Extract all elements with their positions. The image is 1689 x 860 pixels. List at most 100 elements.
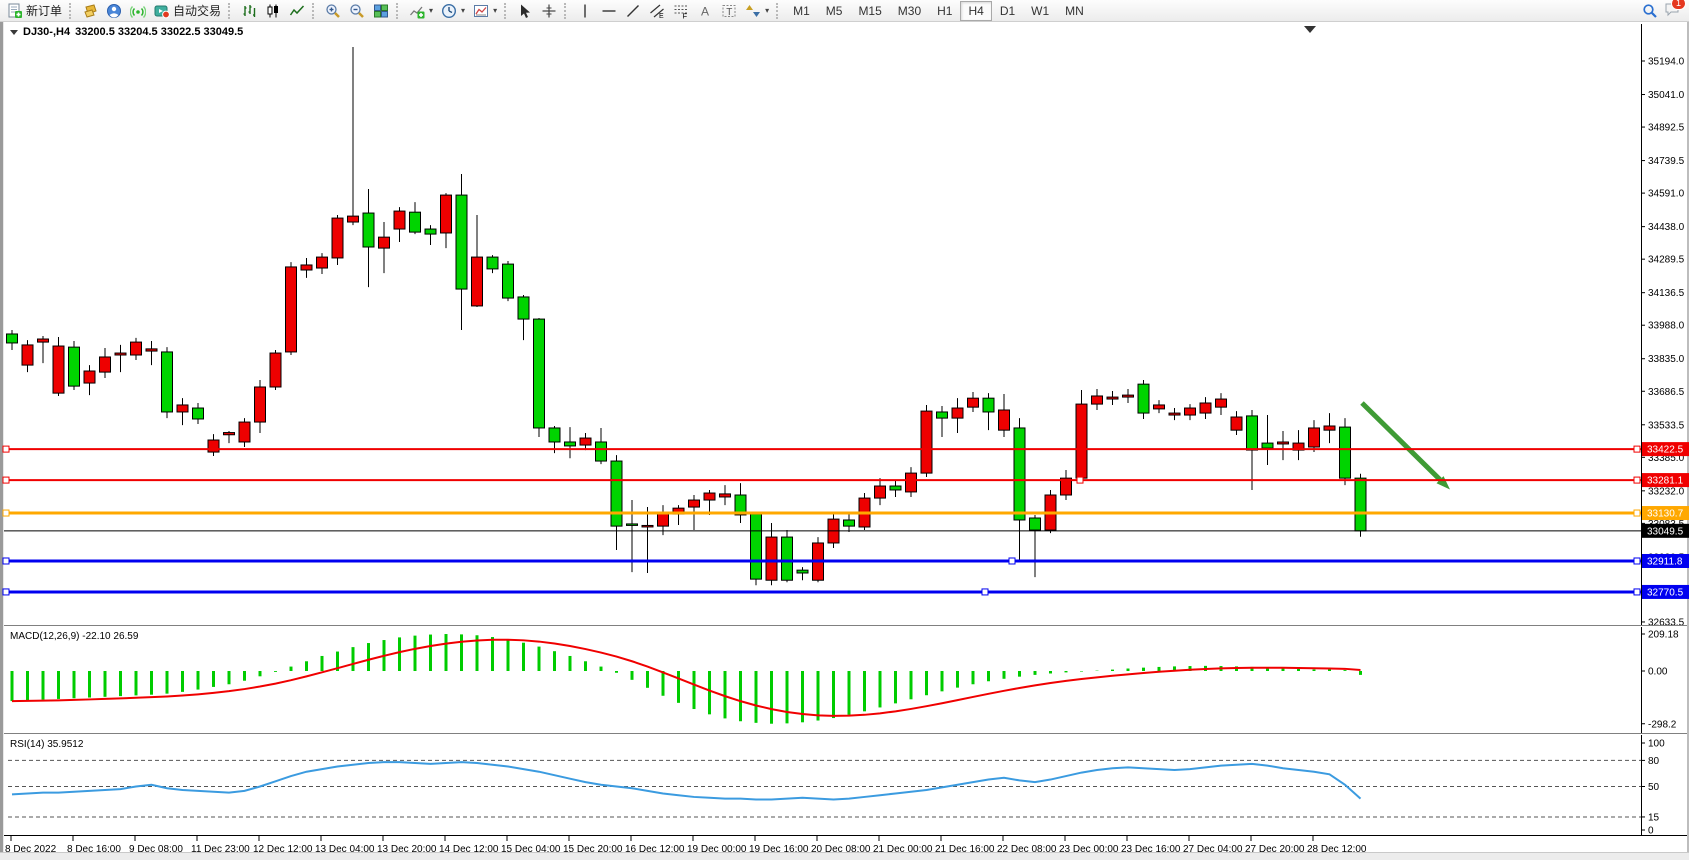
cursor-button[interactable] bbox=[513, 0, 537, 22]
candle-body bbox=[610, 460, 623, 527]
templates-button[interactable]: ▾ bbox=[469, 0, 501, 22]
price-label-flag bbox=[1642, 442, 1689, 457]
price-tick-label: 33232.0 bbox=[1648, 486, 1685, 497]
line-anchor[interactable] bbox=[1633, 509, 1641, 517]
candle-body bbox=[455, 194, 468, 290]
search-icon[interactable] bbox=[1642, 3, 1658, 19]
macd-name: MACD(12,26,9) bbox=[10, 631, 80, 642]
drawn-arrow-head[interactable] bbox=[1436, 476, 1450, 490]
fibonacci-button[interactable]: F bbox=[669, 0, 693, 22]
date-tick-label: 12 Dec 12:00 bbox=[253, 844, 313, 855]
macd-axis-label: 0.00 bbox=[1648, 667, 1668, 678]
signals-button[interactable] bbox=[126, 0, 150, 22]
date-tick-label: 27 Dec 20:00 bbox=[1245, 844, 1305, 855]
toolbar-grip bbox=[312, 2, 318, 19]
text-icon: A bbox=[697, 3, 713, 19]
candle-body bbox=[1184, 407, 1196, 416]
tab-timeframe-h1[interactable]: H1 bbox=[937, 3, 953, 18]
auto-trading-button[interactable]: 自动交易 bbox=[150, 0, 225, 22]
chart-window[interactable] bbox=[0, 22, 1689, 860]
toolbar: 新订单 自动交易 bbox=[0, 0, 1689, 22]
candle-body bbox=[967, 397, 979, 408]
line-anchor[interactable] bbox=[2, 476, 10, 484]
trendline-button[interactable] bbox=[621, 0, 645, 22]
vertical-line-button[interactable] bbox=[573, 0, 597, 22]
tab-timeframe-mn[interactable]: MN bbox=[1065, 3, 1084, 18]
tab-timeframe-w1[interactable]: W1 bbox=[1031, 3, 1050, 18]
candlestick-button[interactable] bbox=[261, 0, 285, 22]
line-anchor[interactable] bbox=[1633, 557, 1641, 565]
channel-button[interactable]: E bbox=[645, 0, 669, 22]
community-button[interactable] bbox=[102, 0, 126, 22]
line-chart-button[interactable] bbox=[285, 0, 309, 22]
market-button[interactable] bbox=[78, 0, 102, 22]
indicators-button[interactable]: ▾ bbox=[405, 0, 437, 22]
candle-body bbox=[316, 256, 328, 269]
candle-body bbox=[796, 569, 809, 574]
community-icon bbox=[106, 3, 122, 19]
line-anchor[interactable] bbox=[1008, 557, 1016, 565]
new-order-button[interactable]: 新订单 bbox=[3, 0, 66, 22]
line-anchor[interactable] bbox=[1633, 445, 1641, 453]
line-anchor[interactable] bbox=[2, 509, 10, 517]
rsi-current-value: 35.9512 bbox=[47, 739, 84, 750]
candle-body bbox=[486, 256, 499, 270]
tile-windows-button[interactable] bbox=[369, 0, 393, 22]
zoom-out-button[interactable] bbox=[345, 0, 369, 22]
tab-timeframe-d1[interactable]: D1 bbox=[999, 3, 1016, 18]
horizontal-line-button[interactable] bbox=[597, 0, 621, 22]
periods-icon bbox=[441, 3, 457, 19]
candle-body bbox=[1246, 415, 1258, 451]
zoom-in-button[interactable] bbox=[321, 0, 345, 22]
text-label-button[interactable]: T bbox=[717, 0, 741, 22]
candle-body bbox=[703, 492, 716, 501]
chart-shift-marker-icon[interactable] bbox=[1304, 26, 1316, 33]
candle-body bbox=[750, 513, 762, 580]
candle-body bbox=[269, 352, 282, 388]
chart-ohlc: 33200.5 33204.5 33022.5 33049.5 bbox=[75, 26, 244, 38]
candle-body bbox=[378, 236, 390, 249]
chart-info-line: DJ30-,H4 33200.5 33204.5 33022.5 33049.5 bbox=[10, 26, 243, 38]
crosshair-button[interactable] bbox=[537, 0, 561, 22]
candle-body bbox=[161, 351, 173, 413]
candle-body bbox=[285, 266, 297, 353]
drawn-arrow-object[interactable] bbox=[1360, 401, 1442, 482]
line-anchor[interactable] bbox=[1633, 476, 1641, 484]
rsi-axis-label: 15 bbox=[1648, 812, 1660, 823]
rsi-axis-label: 50 bbox=[1648, 782, 1660, 793]
bar-chart-button[interactable] bbox=[237, 0, 261, 22]
line-anchor[interactable] bbox=[2, 445, 10, 453]
candle-body bbox=[300, 264, 313, 271]
candle-body bbox=[641, 524, 654, 528]
line-anchor[interactable] bbox=[2, 557, 10, 565]
crosshair-icon bbox=[541, 3, 557, 19]
tab-timeframe-m5[interactable]: M5 bbox=[825, 3, 843, 18]
hline-objects[interactable]: 33422.5 33281.1 33130.7 33049.5 32911.8 32770… bbox=[2, 442, 1689, 599]
line-anchor[interactable] bbox=[1633, 588, 1641, 596]
line-anchor[interactable] bbox=[1076, 476, 1084, 484]
price-label-flag bbox=[1642, 584, 1689, 599]
line-anchor[interactable] bbox=[2, 588, 10, 596]
candle-body bbox=[626, 523, 638, 526]
price-tick-label: 34591.0 bbox=[1648, 189, 1685, 200]
tab-timeframe-h4[interactable]: H4 bbox=[960, 0, 992, 21]
shapes-button[interactable]: ▾ bbox=[741, 0, 773, 22]
text-button[interactable]: A bbox=[693, 0, 717, 22]
candle-body bbox=[1153, 404, 1165, 410]
candle-body bbox=[719, 493, 731, 498]
tab-timeframe-m1[interactable]: M1 bbox=[793, 3, 810, 18]
candle-body bbox=[1215, 398, 1227, 408]
chat-button[interactable]: 1 bbox=[1664, 0, 1686, 20]
price-tick-label: 35041.0 bbox=[1648, 90, 1685, 101]
tab-timeframe-m15[interactable]: M15 bbox=[858, 3, 882, 18]
periods-button[interactable]: ▾ bbox=[437, 0, 469, 22]
line-anchor[interactable] bbox=[981, 588, 989, 596]
fibo-glyph: F bbox=[683, 11, 688, 19]
candle-body bbox=[471, 256, 483, 307]
date-axis: 8 Dec 2022 8 Dec 16:00 9 Dec 08:00 11 Dec 2… bbox=[5, 836, 1367, 855]
tab-timeframe-m30[interactable]: M30 bbox=[897, 3, 922, 18]
toolbar-grip bbox=[504, 2, 510, 19]
chart-menu-arrow-icon[interactable] bbox=[10, 29, 18, 35]
candle-body bbox=[1075, 403, 1088, 479]
